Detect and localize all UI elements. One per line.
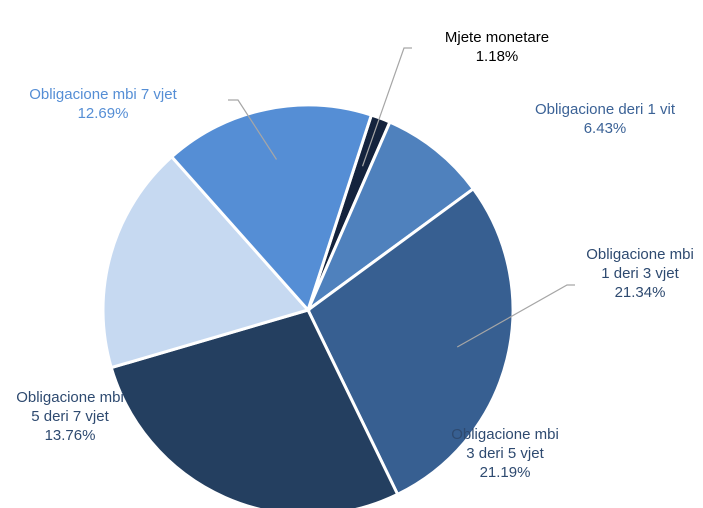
slice-value: 21.34% — [614, 284, 666, 301]
slice-name: Obligacione mbi 3 deri 5 vjet — [451, 426, 559, 462]
slice-name: Mjete monetare — [444, 29, 550, 46]
slice-name: Obligacione deri 1 vit — [534, 101, 676, 118]
slice-name: Obligacione mbi 7 vjet — [29, 86, 177, 103]
slice-label: Obligacione mbi 3 deri 5 vjet 21.19% — [450, 425, 560, 482]
slice-name: Obligacione mbi 5 deri 7 vjet — [16, 389, 124, 425]
slice-value: 21.19% — [479, 464, 531, 481]
slice-label: Obligacione mbi 7 vjet 12.69% — [3, 85, 203, 123]
pie-slice — [101, 154, 311, 370]
slice-value: 12.69% — [77, 105, 129, 122]
pie-slice — [304, 120, 476, 315]
slice-value: 1.18% — [475, 48, 519, 65]
slice-name: Obligacione mbi 1 deri 3 vjet — [586, 246, 694, 282]
pie-slice — [109, 308, 400, 508]
pie-slice — [306, 186, 515, 497]
slice-label: Mjete monetare 1.18% — [427, 28, 567, 66]
leader-line — [361, 47, 412, 167]
slice-label: Obligacione deri 1 vit 6.43% — [510, 100, 700, 138]
slice-label: Obligacione mbi 1 deri 3 vjet 21.34% — [585, 245, 695, 302]
slice-label: Obligacione mbi 5 deri 7 vjet 13.76% — [15, 388, 125, 445]
leader-line — [456, 284, 575, 348]
pie-slice — [169, 103, 374, 313]
leader-line — [228, 99, 278, 160]
slice-value: 6.43% — [583, 120, 627, 137]
slice-value: 13.76% — [44, 427, 96, 444]
